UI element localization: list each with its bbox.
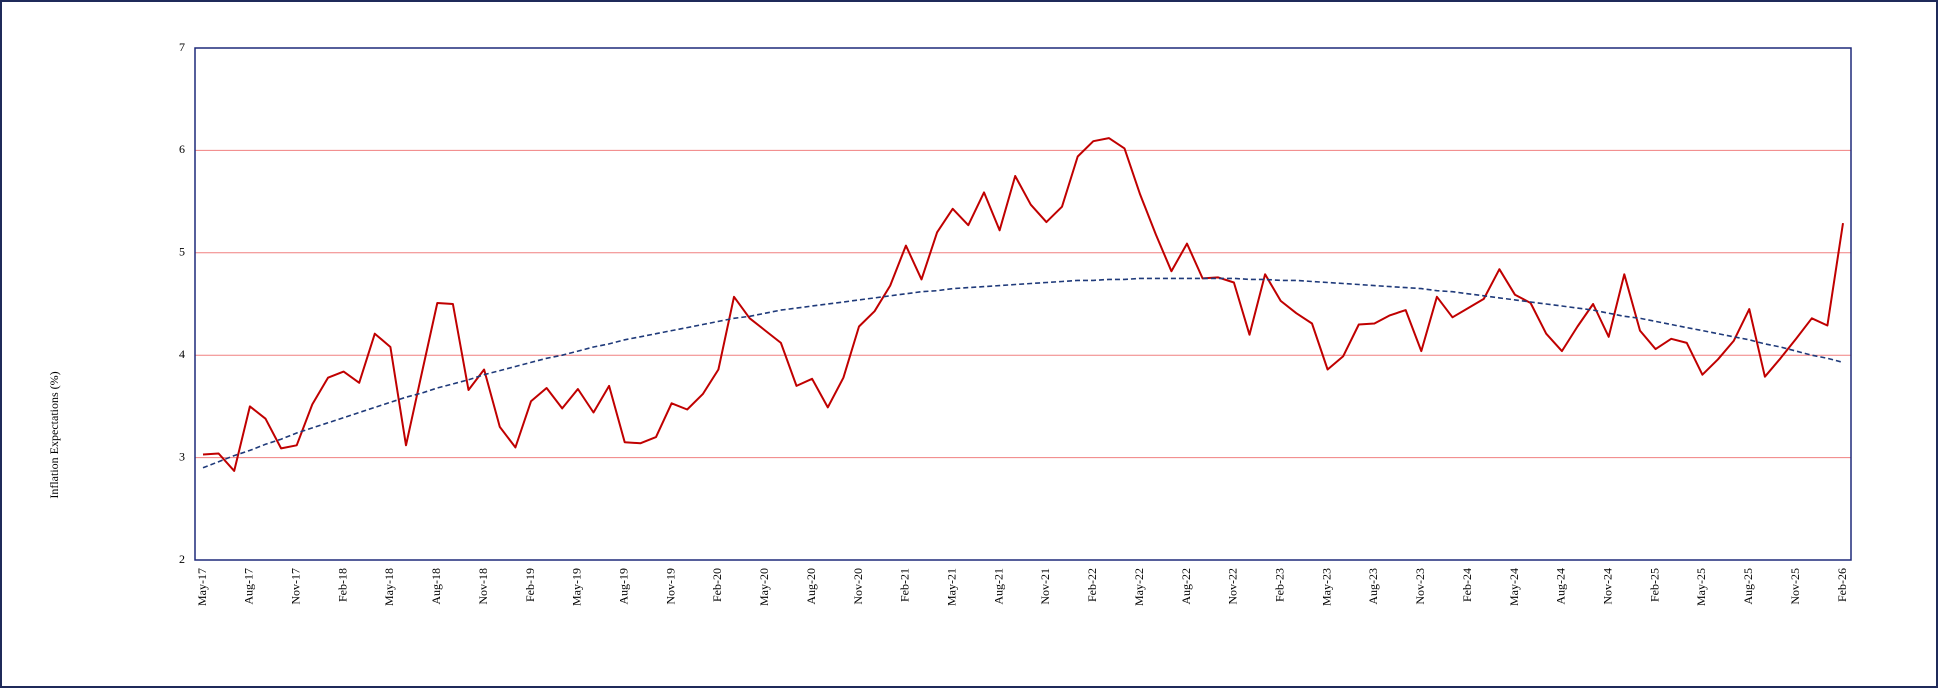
x-tick-label: May-17 xyxy=(195,568,209,606)
x-tick-label: Nov-17 xyxy=(288,568,302,605)
x-tick-label: Nov-21 xyxy=(1038,568,1052,605)
x-tick-label: Nov-25 xyxy=(1788,568,1802,605)
x-tick-label: May-23 xyxy=(1319,568,1333,606)
x-tick-label: May-18 xyxy=(382,568,396,606)
x-tick-label: Aug-21 xyxy=(991,568,1005,605)
x-tick-label: Feb-20 xyxy=(710,568,724,602)
x-tick-label: Aug-22 xyxy=(1179,568,1193,605)
x-tick-label: May-22 xyxy=(1132,568,1146,606)
x-tick-label: Nov-24 xyxy=(1600,568,1614,605)
x-tick-label: Nov-19 xyxy=(663,568,677,605)
y-tick-label: 7 xyxy=(179,40,185,54)
y-tick-label: 6 xyxy=(179,142,185,156)
x-tick-label: Feb-26 xyxy=(1835,568,1849,602)
x-tick-label: May-24 xyxy=(1507,568,1521,606)
x-tick-label: Feb-22 xyxy=(1085,568,1099,602)
x-tick-label: Aug-20 xyxy=(804,568,818,605)
x-tick-label: Aug-18 xyxy=(429,568,443,605)
x-tick-label: May-25 xyxy=(1694,568,1708,606)
x-tick-label: Feb-23 xyxy=(1272,568,1286,602)
y-axis-label: Inflation Expectations (%) xyxy=(47,371,61,498)
x-tick-label: May-20 xyxy=(757,568,771,606)
x-tick-label: Nov-22 xyxy=(1226,568,1240,605)
x-tick-label: Feb-25 xyxy=(1647,568,1661,602)
y-tick-label: 5 xyxy=(179,245,185,259)
y-tick-label: 2 xyxy=(179,552,185,566)
x-tick-label: May-19 xyxy=(570,568,584,606)
x-tick-label: Aug-25 xyxy=(1741,568,1755,605)
x-tick-label: Feb-24 xyxy=(1460,568,1474,602)
x-tick-label: Feb-21 xyxy=(898,568,912,602)
x-tick-label: Feb-18 xyxy=(335,568,349,602)
x-tick-label: Nov-18 xyxy=(476,568,490,605)
x-tick-label: Aug-23 xyxy=(1366,568,1380,605)
x-tick-label: Aug-19 xyxy=(616,568,630,605)
data-line xyxy=(202,137,1844,472)
x-tick-label: Aug-24 xyxy=(1554,568,1568,605)
plot-border xyxy=(194,47,1852,561)
y-tick-label: 3 xyxy=(179,449,185,463)
x-tick-label: Aug-17 xyxy=(242,568,256,605)
x-tick-label: May-21 xyxy=(944,568,958,606)
x-tick-label: Nov-20 xyxy=(851,568,865,605)
x-tick-label: Nov-23 xyxy=(1413,568,1427,605)
trend-line xyxy=(202,277,1844,469)
x-tick-label: Feb-19 xyxy=(523,568,537,602)
y-tick-label: 4 xyxy=(179,347,185,361)
